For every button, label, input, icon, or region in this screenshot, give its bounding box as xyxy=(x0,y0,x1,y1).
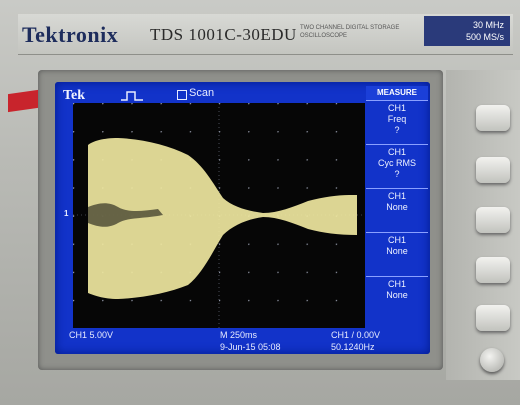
spec-badge: 30 MHz 500 MS/s xyxy=(424,16,510,46)
menu-item-2[interactable]: CH1 Cyc RMS ? xyxy=(366,144,428,188)
option-button-5[interactable] xyxy=(476,305,510,331)
tek-label: Tek xyxy=(63,88,86,103)
ch1-waveform-envelope xyxy=(88,138,357,299)
model-name: TDS 1001C-30EDU xyxy=(150,25,297,44)
option-button-2[interactable] xyxy=(476,157,510,183)
model-subtitle: TWO CHANNEL DIGITAL STORAGE OSCILLOSCOPE xyxy=(300,25,400,39)
option-button-3[interactable] xyxy=(476,207,510,233)
brand-logo: Tektronix xyxy=(22,22,119,47)
acq-mode-label: Scan xyxy=(189,87,215,99)
date-time-readout: 9-Jun-15 05:08 xyxy=(220,342,281,352)
menu-item-4[interactable]: CH1 None xyxy=(366,232,428,276)
menu-item-1[interactable]: CH1 Freq ? xyxy=(366,100,428,144)
multipurpose-knob[interactable] xyxy=(480,348,504,372)
option-button-4[interactable] xyxy=(476,257,510,283)
ch1-scale-readout: CH1 5.00V xyxy=(69,330,114,340)
display-topbar: Tek Scan xyxy=(55,86,365,106)
trigger-readout: CH1 / 0.00V xyxy=(331,330,381,340)
timebase-readout: M 250ms xyxy=(220,330,258,340)
graticule xyxy=(73,103,365,328)
measure-menu: MEASURE CH1 Freq ? CH1 Cyc RMS ? CH1 Non… xyxy=(366,86,428,326)
menu-item-5[interactable]: CH1 None xyxy=(366,276,428,320)
scan-checkbox-icon xyxy=(177,90,187,100)
menu-item-3[interactable]: CH1 None xyxy=(366,188,428,232)
menu-title: MEASURE xyxy=(366,86,428,100)
frequency-readout: 50.1240Hz xyxy=(331,342,375,352)
option-button-1[interactable] xyxy=(476,105,510,131)
waveform-display xyxy=(73,103,365,328)
status-bar: CH1 5.00V M 250ms 9-Jun-15 05:08 CH1 / 0… xyxy=(55,328,430,354)
sample-rate-label: 500 MS/s xyxy=(465,32,504,42)
trigger-edge-icon xyxy=(121,91,143,101)
bandwidth-label: 30 MHz xyxy=(472,20,504,30)
trigger-level-marker: 1 xyxy=(64,209,69,218)
